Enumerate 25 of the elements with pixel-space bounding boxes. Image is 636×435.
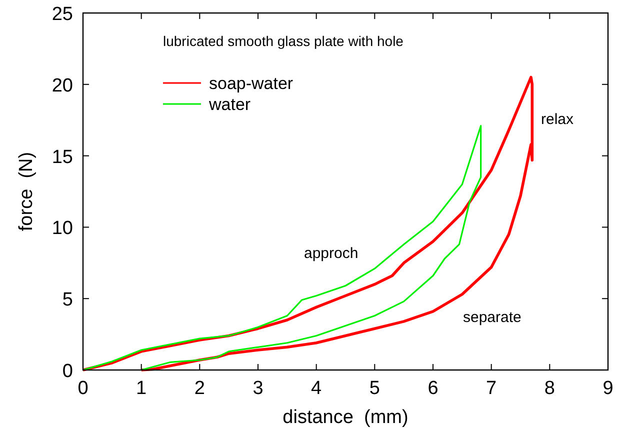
- y-tick-label: 20: [52, 75, 73, 96]
- x-tick-label: 3: [252, 378, 264, 399]
- x-tick-label: 6: [428, 378, 438, 399]
- x-axis-title: distance (mm): [282, 407, 408, 428]
- legend-label: water: [208, 95, 251, 114]
- y-tick-label: 25: [52, 4, 73, 25]
- x-tick-label: 9: [602, 378, 614, 399]
- y-tick-label: 10: [52, 218, 73, 240]
- y-tick-label: 15: [52, 146, 73, 168]
- y-axis-title: force (N): [16, 152, 37, 232]
- y-tick-label: 5: [62, 290, 73, 311]
- y-tick-label: 0: [62, 361, 73, 382]
- x-tick-label: 5: [369, 378, 380, 399]
- legend-label: soap-water: [209, 74, 294, 93]
- x-tick-label: 2: [194, 378, 205, 399]
- line-series: [82, 76, 534, 372]
- text: lubricated smooth glass plate with hole: [163, 33, 404, 49]
- annotation: relax: [541, 111, 574, 128]
- annotation: separate: [463, 309, 522, 326]
- x-tick-label: 0: [78, 378, 88, 399]
- x-tick-label: 1: [136, 378, 147, 399]
- x-tick-label: 7: [486, 378, 497, 399]
- x-tick-label: 4: [311, 378, 322, 399]
- x-tick-label: 8: [544, 378, 555, 399]
- annotation: approch: [304, 245, 358, 262]
